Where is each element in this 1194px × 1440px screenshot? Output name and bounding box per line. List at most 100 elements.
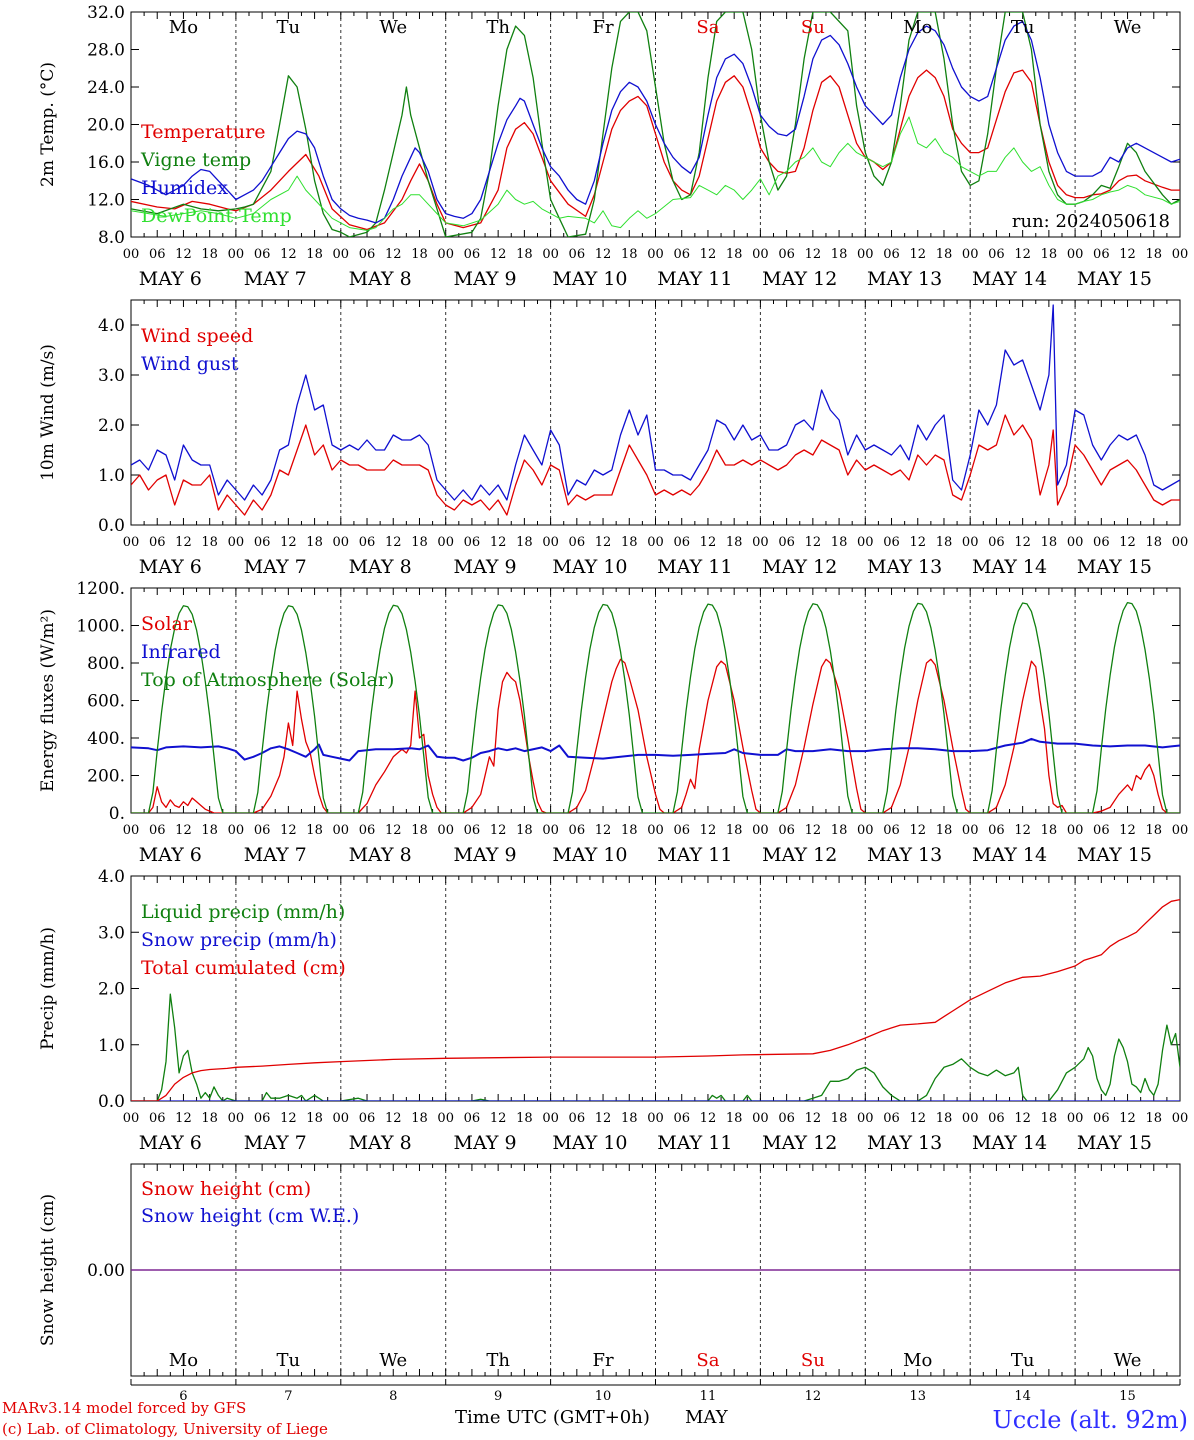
hour-tick-label: 12 xyxy=(909,1111,926,1126)
lab-credit: (c) Lab. of Climatology, University of L… xyxy=(2,1420,328,1438)
hour-tick-label: 06 xyxy=(673,1111,690,1126)
y-tick-label: 800. xyxy=(87,654,125,674)
hour-tick-label: 00 xyxy=(1172,1111,1189,1126)
y-tick-label: 0.0 xyxy=(98,1092,125,1112)
date-label: MAY 12 xyxy=(762,268,837,290)
hour-tick-label: 18 xyxy=(411,1111,428,1126)
hour-tick-label: 18 xyxy=(411,535,428,550)
y-tick-label: 28.0 xyxy=(87,41,125,61)
date-label: MAY 11 xyxy=(657,556,732,578)
date-label: MAY 13 xyxy=(867,268,942,290)
hour-tick-label: 18 xyxy=(831,535,848,550)
hour-tick-label: 18 xyxy=(936,535,953,550)
panel-temp: 8.0 12.0 16.0 20.0 24.0 28.0 32.0 2m Temp. (°C)… xyxy=(38,3,1188,290)
legend-entry: Snow precip (mm/h) xyxy=(141,929,337,951)
hour-tick-label: 18 xyxy=(201,823,218,838)
hour-tick-label: 12 xyxy=(700,823,717,838)
series-group xyxy=(131,601,1180,813)
hour-tick-label: 06 xyxy=(673,535,690,550)
legend-entry: Total cumulated (cm) xyxy=(141,957,346,979)
hour-tick-label: 12 xyxy=(280,1111,297,1126)
date-label: MAY 6 xyxy=(139,556,202,578)
date-label: MAY 9 xyxy=(453,556,516,578)
hour-tick-label: 00 xyxy=(1067,247,1084,262)
hour-tick-label: 18 xyxy=(1146,823,1163,838)
hour-tick-label: 00 xyxy=(228,535,245,550)
day-name: We xyxy=(379,17,407,38)
y-tick-label: 20.0 xyxy=(87,116,125,136)
day-name: Tu xyxy=(277,17,301,38)
hour-tick-label: 12 xyxy=(490,1111,507,1126)
date-number: 8 xyxy=(389,1389,397,1404)
hour-tick-label: 12 xyxy=(700,247,717,262)
footer: MARv3.14 model forced by GFS (c) Lab. of… xyxy=(2,1399,1188,1438)
hour-tick-label: 00 xyxy=(437,535,454,550)
day-name: Sa xyxy=(696,1350,719,1371)
date-label: MAY 12 xyxy=(762,1132,837,1154)
hour-tick-label: 06 xyxy=(778,247,795,262)
y-tick-label: 0.0 xyxy=(98,516,125,536)
series-line xyxy=(131,414,1180,516)
hour-tick-label: 06 xyxy=(883,1111,900,1126)
series-group xyxy=(131,898,1180,1101)
hour-tick-label: 06 xyxy=(1093,535,1110,550)
date-label: MAY 8 xyxy=(349,556,412,578)
y-tick-label: 1.0 xyxy=(98,466,125,486)
hour-tick-label: 12 xyxy=(280,247,297,262)
date-label: MAY 9 xyxy=(453,844,516,866)
series-line xyxy=(131,737,1180,762)
hour-tick-label: 00 xyxy=(1067,1111,1084,1126)
hour-tick-label: 00 xyxy=(1172,823,1189,838)
series-line xyxy=(131,69,1180,231)
panel-energy: 0. 200. 400. 600. 800. 1000. 1200. Energy fluxe… xyxy=(38,579,1188,866)
panel-snow: 0.00 Snow height (cm) Snow height (cm) Snow… xyxy=(38,1163,1181,1404)
hour-tick-label: 06 xyxy=(673,823,690,838)
hour-tick-label: 18 xyxy=(306,1111,323,1126)
hour-tick-label: 12 xyxy=(490,247,507,262)
date-label: MAY 12 xyxy=(762,844,837,866)
date-label: MAY 14 xyxy=(972,268,1047,290)
day-name: Mo xyxy=(169,1350,198,1371)
y-tick-label: 24.0 xyxy=(87,78,125,98)
hour-tick-label: 00 xyxy=(647,247,664,262)
hour-tick-label: 18 xyxy=(936,1111,953,1126)
hour-tick-label: 12 xyxy=(1119,1111,1136,1126)
hour-tick-label: 00 xyxy=(962,823,979,838)
run-label: run: 2024050618 xyxy=(1012,211,1170,232)
date-label: MAY 7 xyxy=(244,268,307,290)
hour-tick-label: 00 xyxy=(542,535,559,550)
hour-tick-label: 06 xyxy=(569,1111,586,1126)
day-name: Tu xyxy=(1011,17,1035,38)
hour-tick-label: 18 xyxy=(1146,247,1163,262)
hour-tick-label: 12 xyxy=(595,535,612,550)
hour-tick-label: 00 xyxy=(123,535,140,550)
hour-tick-label: 12 xyxy=(1014,1111,1031,1126)
day-name: We xyxy=(1114,17,1142,38)
hour-tick-label: 12 xyxy=(385,823,402,838)
y-tick-label: 1200. xyxy=(76,579,125,599)
hour-tick-label: 00 xyxy=(333,535,350,550)
date-number: 6 xyxy=(179,1389,187,1404)
y-tick-label: 600. xyxy=(87,692,125,712)
hour-tick-label: 06 xyxy=(673,247,690,262)
y-axis-label: Precip (mm/h) xyxy=(38,927,58,1050)
hour-tick-label: 12 xyxy=(700,1111,717,1126)
hour-tick-label: 12 xyxy=(909,247,926,262)
day-name: Mo xyxy=(903,17,932,38)
hour-tick-label: 18 xyxy=(621,823,638,838)
date-label: MAY 15 xyxy=(1077,268,1152,290)
hour-tick-label: 18 xyxy=(1041,823,1058,838)
y-tick-label: 0. xyxy=(109,804,125,824)
date-label: MAY 13 xyxy=(867,1132,942,1154)
legend-entry: Snow height (cm W.E.) xyxy=(141,1205,359,1227)
model-credit: MARv3.14 model forced by GFS xyxy=(2,1399,246,1417)
hour-tick-label: 00 xyxy=(962,247,979,262)
hour-tick-label: 06 xyxy=(569,823,586,838)
hour-tick-label: 12 xyxy=(805,247,822,262)
hour-tick-label: 06 xyxy=(464,823,481,838)
hour-tick-label: 12 xyxy=(1014,823,1031,838)
hour-tick-label: 12 xyxy=(805,1111,822,1126)
hour-tick-label: 12 xyxy=(175,1111,192,1126)
hour-tick-label: 12 xyxy=(490,823,507,838)
